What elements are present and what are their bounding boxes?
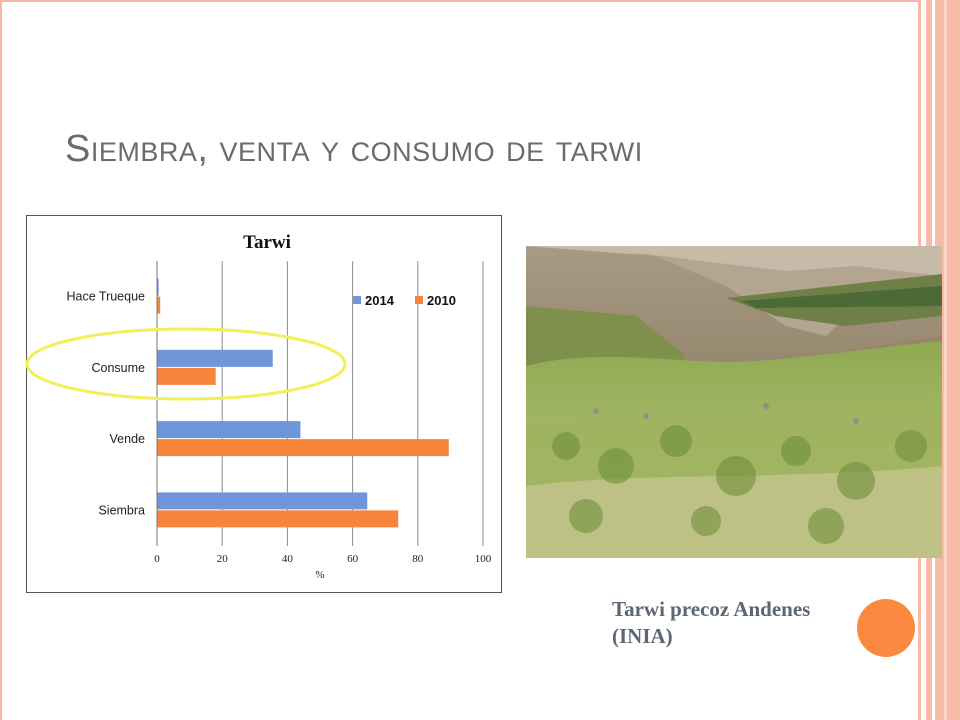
- bar-2014-hace-trueque: [157, 278, 159, 296]
- legend-label: 2010: [427, 293, 456, 308]
- y-category-label: Vende: [110, 432, 146, 446]
- y-category-label: Siembra: [98, 503, 145, 517]
- bar-chart: Tarwi 0 20 40 60 80 100 Hace Trueque Consume Ven…: [66, 232, 492, 581]
- x-tick-label: 0: [154, 553, 160, 565]
- frame-top-line: [0, 0, 920, 2]
- caption-line-1: Tarwi precoz Andenes: [612, 597, 811, 621]
- x-tick-label: 20: [217, 553, 229, 565]
- bar-layer: [157, 278, 449, 528]
- bar-2010-consume: [157, 367, 216, 385]
- chart-container: Tarwi 0 20 40 60 80 100 Hace Trueque Consume Ven…: [26, 215, 502, 593]
- x-tick-label: 100: [475, 553, 492, 565]
- photo-icon: [526, 246, 942, 558]
- legend-swatch: [415, 296, 423, 304]
- decorative-circle: [857, 599, 915, 657]
- legend-label: 2014: [365, 293, 395, 308]
- x-tick-label: 80: [412, 553, 424, 565]
- bar-2010-siembra: [157, 510, 399, 528]
- legend-swatch: [353, 296, 361, 304]
- slide-title: Siembra, venta y consumo de tarwi: [65, 128, 643, 170]
- frame-left-line: [0, 0, 2, 720]
- x-axis-label: %: [315, 569, 324, 581]
- y-category-label: Consume: [92, 361, 146, 375]
- tarwi-field-photo: [526, 246, 942, 558]
- x-tick-label: 60: [347, 553, 359, 565]
- bar-2014-siembra: [157, 492, 368, 510]
- bar-2010-vende: [157, 439, 449, 457]
- decorative-stripe: [944, 0, 947, 720]
- bar-2010-hace-trueque: [157, 296, 161, 314]
- x-tick-label: 40: [282, 553, 294, 565]
- y-category-label: Hace Trueque: [66, 290, 145, 304]
- bar-2014-consume: [157, 349, 273, 367]
- caption-line-2: (INIA): [612, 624, 673, 648]
- bar-2014-vende: [157, 421, 301, 439]
- photo-caption: Tarwi precoz Andenes (INIA): [612, 596, 912, 650]
- chart-title: Tarwi: [243, 232, 291, 253]
- chart-legend: 2014 2010: [353, 293, 456, 308]
